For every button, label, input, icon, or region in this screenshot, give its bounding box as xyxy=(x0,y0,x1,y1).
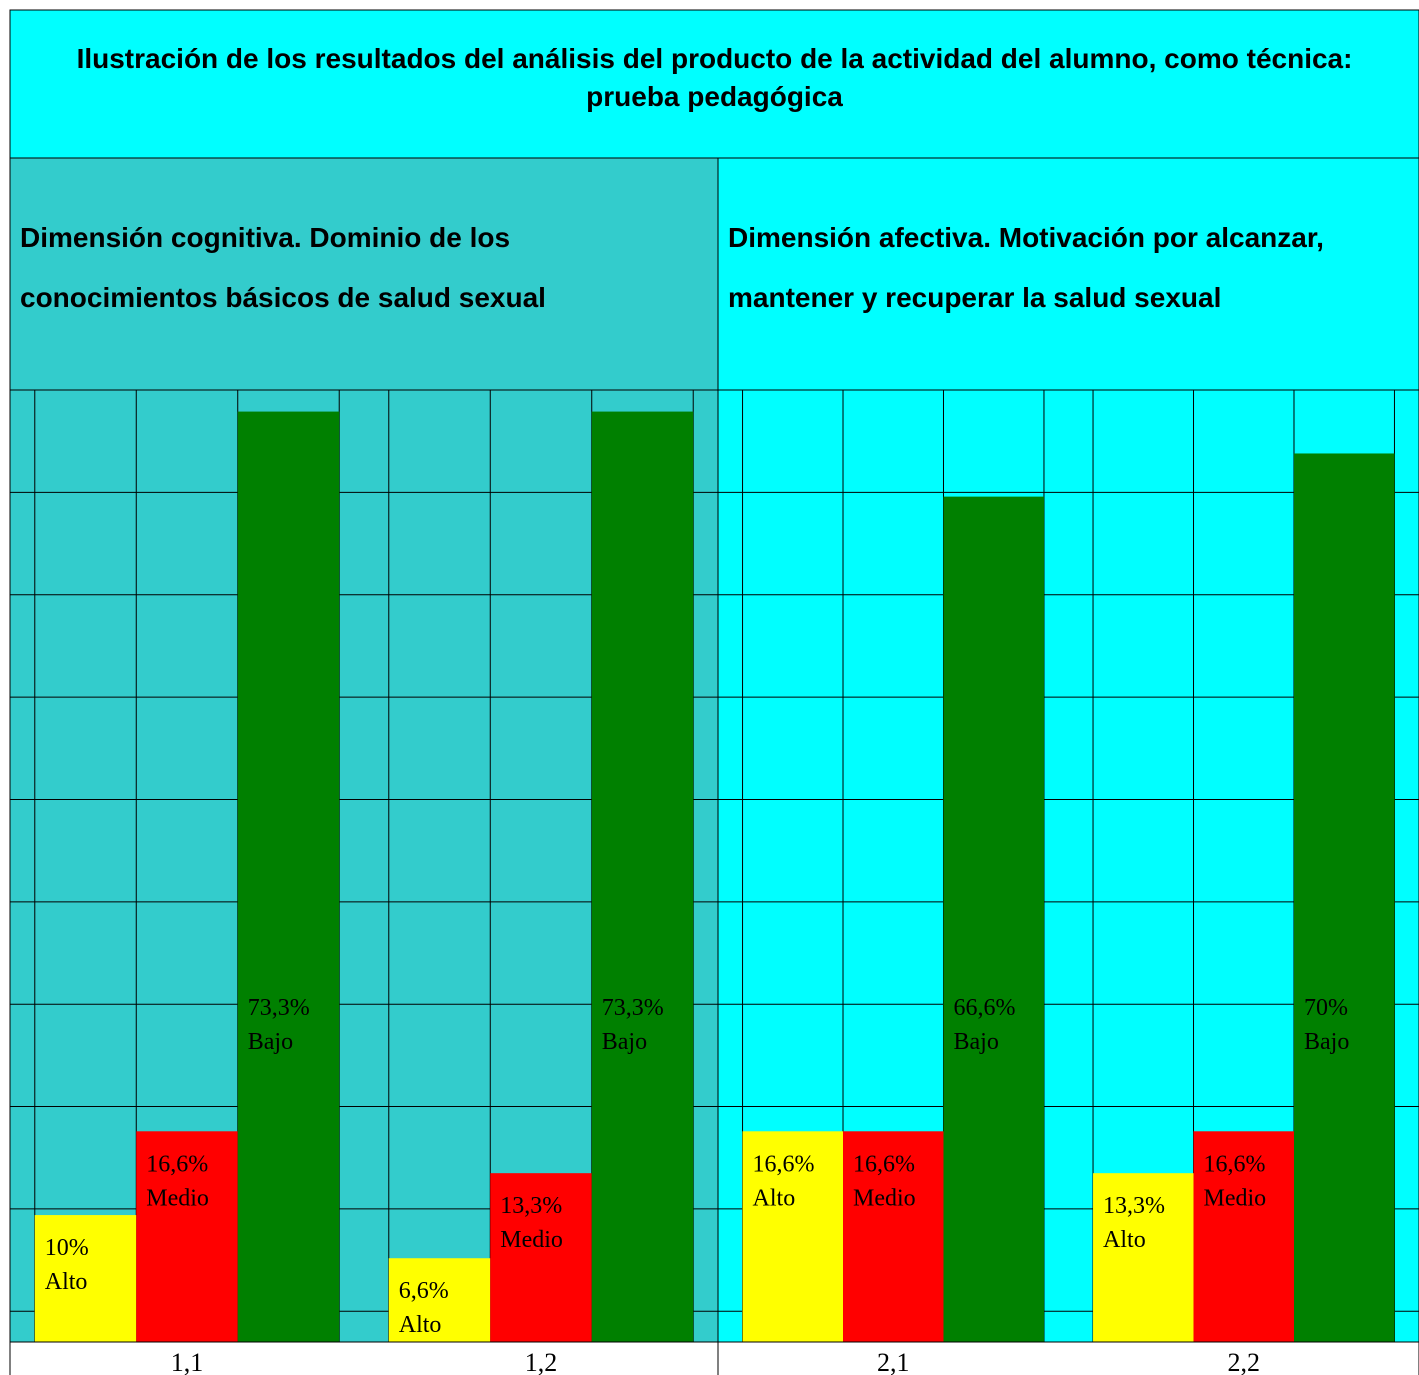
bar xyxy=(237,411,340,1342)
bar xyxy=(388,1258,491,1342)
bar xyxy=(490,1173,592,1342)
series-label: Bajo xyxy=(1304,1029,1349,1055)
bar xyxy=(843,1131,944,1342)
panel-title: Dimensión cognitiva. Dominio de los cono… xyxy=(20,222,546,313)
title-wrap: Ilustración de los resultados del anális… xyxy=(76,43,1353,112)
title-box xyxy=(9,9,1419,159)
bar xyxy=(1293,453,1395,1342)
category-row xyxy=(717,1341,1419,1375)
category-label: 1,2 xyxy=(525,1348,558,1375)
bar xyxy=(34,1215,137,1342)
bar xyxy=(136,1131,238,1342)
series-label: Alto xyxy=(1103,1227,1146,1253)
bar xyxy=(1093,1173,1194,1342)
value-label: 13,3% xyxy=(1103,1193,1165,1219)
panel-title-wrap: Dimensión afectiva. Motivación por alcan… xyxy=(728,222,1324,313)
value-label: 73,3% xyxy=(602,995,664,1021)
series-label: Medio xyxy=(500,1227,563,1253)
value-label: 16,6% xyxy=(753,1151,815,1177)
value-label: 73,3% xyxy=(248,995,310,1021)
series-label: Alto xyxy=(753,1185,796,1211)
bar xyxy=(1193,1131,1294,1342)
value-label: 16,6% xyxy=(146,1151,208,1177)
value-label: 66,6% xyxy=(953,995,1015,1021)
series-label: Alto xyxy=(399,1312,442,1338)
category-label: 2,1 xyxy=(877,1348,910,1375)
category-label: 2,2 xyxy=(1228,1348,1261,1375)
series-label: Alto xyxy=(45,1269,88,1295)
value-label: 16,6% xyxy=(1204,1151,1266,1177)
value-label: 6,6% xyxy=(399,1278,449,1304)
series-label: Bajo xyxy=(602,1029,647,1055)
value-label: 13,3% xyxy=(500,1193,562,1219)
series-label: Bajo xyxy=(953,1029,998,1055)
value-label: 70% xyxy=(1304,995,1348,1021)
value-label: 16,6% xyxy=(853,1151,915,1177)
series-label: Medio xyxy=(853,1185,916,1211)
bar xyxy=(742,1131,844,1342)
category-label: 1,1 xyxy=(171,1348,204,1375)
panel-title-wrap: Dimensión cognitiva. Dominio de los cono… xyxy=(20,222,546,313)
series-label: Bajo xyxy=(248,1029,293,1055)
series-label: Medio xyxy=(1204,1185,1267,1211)
page-title: Ilustración de los resultados del anális… xyxy=(76,43,1353,112)
series-label: Medio xyxy=(146,1185,209,1211)
panel-title: Dimensión afectiva. Motivación por alcan… xyxy=(728,222,1324,313)
value-label: 10% xyxy=(45,1235,89,1261)
bar xyxy=(591,411,694,1342)
category-row xyxy=(9,1341,719,1375)
bar xyxy=(943,496,1044,1342)
